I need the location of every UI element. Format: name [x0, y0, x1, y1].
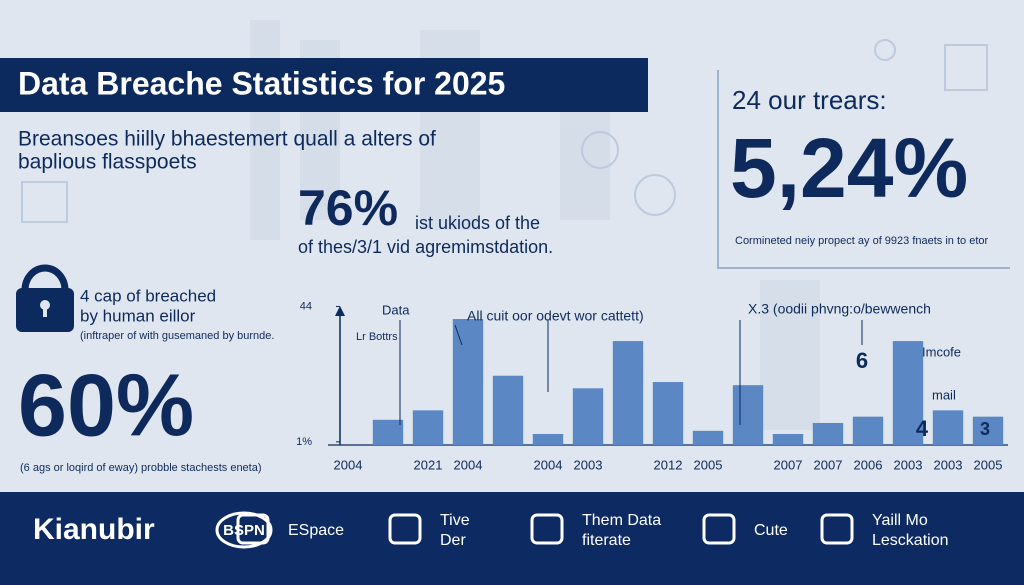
stat-footnote: (6 ags or loqird of eway) probble stache…	[20, 462, 262, 474]
x-tick-label: 2007	[774, 457, 803, 472]
x-tick-label: 2003	[894, 457, 923, 472]
stat-value: 76%	[298, 180, 398, 236]
bar	[652, 382, 684, 445]
bar	[492, 375, 524, 445]
annotation: 3	[980, 419, 990, 439]
y-tick-label: 44	[300, 300, 312, 312]
footer-label: fiterate	[582, 532, 631, 549]
footer-label: Der	[440, 532, 466, 549]
x-tick-label: 2004	[534, 457, 563, 472]
stat-note: Cormineted neiy propect ay of 9923 fnaet…	[735, 235, 988, 247]
subtitle: baplious flasspoets	[18, 151, 197, 174]
bar	[812, 422, 844, 445]
bar	[372, 419, 404, 445]
stat-text: by human eillor	[80, 306, 196, 325]
footer-logo: BSPN	[223, 522, 265, 539]
x-tick-label: 2005	[694, 457, 723, 472]
bar	[852, 416, 884, 445]
stat-value: 60%	[18, 355, 194, 454]
subtitle: Breansoes hiilly bhaestemert quall a alt…	[18, 128, 436, 151]
x-tick-label: 2005	[974, 457, 1003, 472]
annotation: Data	[382, 302, 410, 317]
annotation: Lr Bottrs	[356, 331, 398, 343]
bar	[732, 385, 764, 445]
footer-label: Yaill Mo	[872, 512, 928, 529]
footer-label: Cute	[754, 522, 788, 539]
stat-value: 5,24%	[730, 121, 968, 215]
footer-icon	[388, 513, 422, 545]
footer-icon	[820, 513, 854, 545]
frame	[717, 70, 1010, 269]
y-tick-label: 1%	[296, 436, 312, 448]
logo	[215, 511, 273, 549]
lock-icon	[16, 264, 74, 332]
bar	[972, 416, 1004, 445]
bar	[612, 341, 644, 445]
footer-label: Lesckation	[872, 532, 949, 549]
bar	[892, 341, 924, 445]
annotation: 4	[916, 416, 929, 441]
footer-icon	[530, 513, 564, 545]
stat-text: 4 cap of breached	[80, 286, 216, 305]
footer-brand: Kianubir	[33, 513, 155, 546]
x-tick-label: 2003	[934, 457, 963, 472]
title-banner	[0, 58, 648, 112]
footer-label: Tive	[440, 512, 470, 529]
bar	[932, 410, 964, 445]
annotation: X.3 (oodii phvng:o/bewwench	[748, 301, 931, 317]
x-tick-label: 2007	[814, 457, 843, 472]
leader-line	[454, 324, 463, 346]
footer-icon	[236, 513, 270, 545]
stat-heading: 24 our trears:	[732, 85, 887, 115]
x-tick-label: 2003	[574, 457, 603, 472]
bar	[572, 388, 604, 445]
annotation: All cuit oor odevt wor cattett)	[467, 308, 644, 324]
axis-arrow	[335, 306, 345, 316]
x-tick-label: 2012	[654, 457, 683, 472]
footer-icon	[702, 513, 736, 545]
title: Data Breache Statistics for 2025	[18, 65, 505, 101]
bar	[452, 319, 484, 445]
footer-label: ESpace	[288, 522, 344, 539]
x-tick-label: 2006	[854, 457, 883, 472]
bar	[772, 433, 804, 445]
footer-items: BSPN ESpace Tive Der Them Data fiterate Cute Ya…	[215, 511, 949, 549]
stat-note: (inftraper of with gusemaned by burnde.	[80, 330, 274, 342]
stat-text: ist ukiods of the	[415, 213, 540, 233]
stat-text: of thes/3/1 vid agremimstdation.	[298, 237, 553, 257]
bar	[532, 433, 564, 445]
x-tick-label: 2004	[334, 457, 363, 472]
x-tick-label: 2021	[414, 457, 443, 472]
annotation: 6	[856, 348, 868, 373]
x-tick-label: 2004	[454, 457, 483, 472]
bar-chart: 1% 44 2004 2021 2004 2004 2003 2012 2005 2007 2007…	[296, 300, 1008, 472]
annotation: Imcofe	[922, 344, 961, 359]
bar	[412, 410, 444, 445]
annotation: mail	[932, 387, 956, 402]
footer-label: Them Data	[582, 512, 661, 529]
bar	[692, 430, 724, 445]
